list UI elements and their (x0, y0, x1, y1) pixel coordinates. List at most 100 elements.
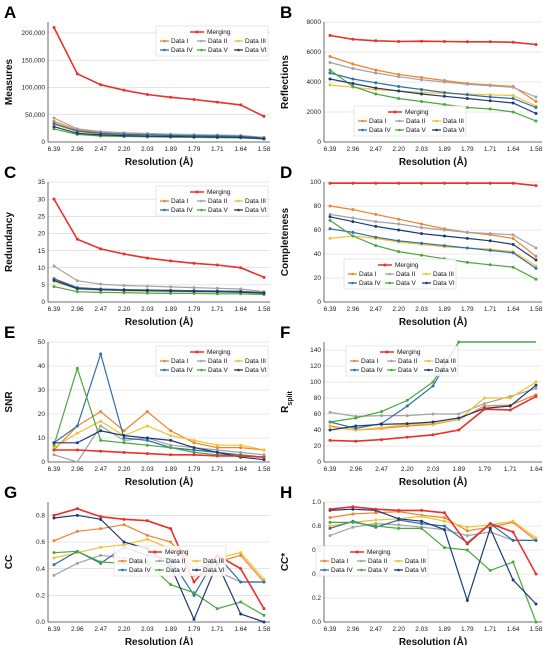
panel-letter: G (4, 483, 17, 502)
legend-marker-data-iv (361, 128, 364, 132)
data-point-merging (192, 580, 196, 584)
data-point-data-ii (511, 233, 515, 237)
data-point-data-vi (52, 441, 56, 445)
legend-marker-data-iv (353, 368, 356, 372)
data-point-data-iii (262, 577, 266, 581)
legend-marker-data-iii (237, 39, 240, 43)
x-tick-label: 1.71 (484, 306, 497, 313)
legend-label-data-i: Data I (171, 38, 189, 45)
data-point-merging (534, 394, 538, 398)
data-point-data-ii (351, 67, 355, 70)
series-line-data-v (53, 286, 265, 296)
data-point-merging (483, 407, 486, 411)
data-point-data-ii (351, 525, 355, 529)
legend-marker-data-iii (195, 559, 198, 563)
legend-label-data-i: Data I (359, 271, 377, 278)
legend-box (343, 258, 457, 290)
x-tick-label: 6.39 (48, 466, 61, 473)
data-point-data-iv (262, 580, 266, 584)
y-tick-label: 0.8 (312, 523, 321, 530)
data-point-data-vi (192, 617, 196, 621)
legend-label-data-iii: Data III (443, 118, 464, 125)
y-axis-title: CC* (280, 553, 291, 571)
data-point-data-ii (75, 561, 79, 565)
y-tick-label: 6000 (307, 49, 322, 56)
data-point-merging (374, 39, 378, 43)
legend-marker-data-ii (200, 199, 203, 203)
data-point-data-ii (52, 453, 56, 457)
legend-box (113, 545, 227, 577)
data-point-data-ii (328, 410, 332, 414)
data-point-data-iii (215, 443, 219, 447)
data-point-data-iv (351, 230, 355, 234)
data-point-data-vi (380, 422, 383, 426)
legend-label-data-iv: Data IV (361, 367, 383, 374)
legend: Merging Data I Data II Data III Data IV Data … (155, 345, 269, 377)
data-point-data-ii (380, 414, 383, 418)
legend-label-data-ii: Data II (166, 558, 185, 565)
data-point-data-v (465, 106, 469, 109)
series-line-merging (53, 507, 265, 610)
data-point-data-v (431, 380, 435, 384)
data-point-data-iv (534, 266, 538, 270)
x-tick-label: 2.47 (375, 466, 388, 473)
legend-label-merging: Merging (207, 29, 231, 36)
legend-label-data-iii: Data III (405, 558, 426, 565)
data-point-data-iii (145, 537, 149, 541)
data-point-merging (534, 43, 538, 46)
data-point-data-vi (442, 234, 446, 238)
legend-label-data-iv: Data IV (331, 567, 353, 574)
data-point-data-vi (351, 220, 355, 224)
data-point-data-vi (420, 519, 424, 523)
data-point-data-i (145, 533, 149, 537)
series-line-merging (329, 505, 537, 575)
x-tick-label: 2.47 (369, 626, 382, 633)
panel-f: F 0 20 40 60 80 100 120 140 6.39 2.96 2.47 2.20 2.03 1… (280, 323, 543, 488)
data-point-data-vi (534, 383, 538, 387)
y-tick-label: 0 (41, 139, 45, 146)
y-tick-label: 0 (317, 459, 321, 466)
x-tick-label: 6.39 (324, 146, 337, 153)
legend-box (353, 105, 467, 137)
y-tick-label: 0.4 (36, 566, 45, 573)
data-point-data-vi (262, 291, 266, 295)
data-point-data-ii (397, 222, 401, 226)
data-point-data-v (488, 263, 492, 267)
data-point-merging (420, 39, 424, 43)
data-point-data-v (380, 410, 383, 414)
data-point-merging (457, 428, 461, 432)
legend-label-data-vi: Data VI (245, 207, 267, 214)
legend-marker-data-ii (398, 119, 401, 123)
data-point-data-vi (122, 288, 126, 292)
series-line-data-ii (329, 61, 537, 98)
legend-marker-data-ii (158, 559, 161, 563)
legend-marker-data-ii (200, 39, 203, 43)
data-point-data-ii (534, 246, 538, 250)
x-tick-label: 1.58 (530, 146, 543, 153)
x-tick-label: 1.89 (438, 146, 451, 153)
data-point-data-iv (442, 91, 446, 94)
y-tick-label: 0.0 (36, 619, 45, 626)
legend-marker-data-v (200, 208, 203, 212)
data-point-data-vi (534, 258, 538, 262)
data-point-merging (488, 522, 492, 526)
data-point-data-ii (75, 127, 79, 131)
data-point-data-ii (52, 573, 56, 577)
data-point-data-iv (465, 246, 469, 250)
data-point-data-v (534, 119, 538, 123)
x-tick-label: 1.71 (484, 146, 497, 153)
data-point-data-vi (99, 517, 103, 521)
legend-marker-data-iii (237, 199, 240, 203)
x-tick-label: 2.47 (94, 466, 107, 473)
data-point-merging (397, 508, 401, 512)
legend-label-merging: Merging (405, 109, 429, 116)
data-point-data-vi (508, 404, 512, 408)
y-tick-label: 0.6 (36, 539, 45, 546)
data-point-data-vi (239, 612, 243, 616)
y-tick-label: 100 (310, 379, 321, 386)
panel-h: H0.00.20.40.60.81.06.392.962.472.202.031… (280, 483, 543, 645)
legend-marker-merging (153, 550, 157, 554)
x-tick-label: 1.58 (530, 306, 543, 313)
data-point-data-iv (420, 88, 424, 91)
y-tick-label: 0 (41, 299, 45, 306)
